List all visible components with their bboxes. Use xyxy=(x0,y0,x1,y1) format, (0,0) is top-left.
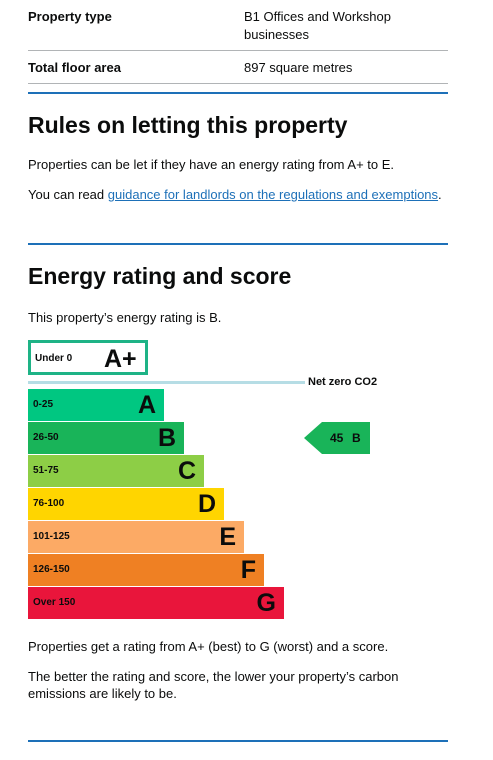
band-d: 76-100 D xyxy=(28,488,224,520)
band-letter: C xyxy=(177,457,196,485)
net-zero-label: Net zero CO2 xyxy=(308,376,378,388)
band-letter: F xyxy=(240,556,256,584)
current-rating: B xyxy=(352,431,361,445)
band-letter: D xyxy=(197,490,216,518)
band-a: 0-25 A xyxy=(28,389,164,421)
summary-row-floor-area: Total floor area 897 square metres xyxy=(28,51,448,84)
band-f: 126-150 F xyxy=(28,554,264,586)
band-range: 0-25 xyxy=(33,399,54,410)
band-a-plus: Under 0 A+ xyxy=(28,340,148,375)
band-range: 26-50 xyxy=(33,432,59,443)
net-zero-line xyxy=(28,381,305,384)
rating-note: Properties get a rating from A+ (best) t… xyxy=(28,639,389,654)
band-letter: B xyxy=(157,424,176,452)
band-b: 26-50 B xyxy=(28,422,184,454)
current-score: 45 xyxy=(330,431,344,445)
band-range: Under 0 xyxy=(35,353,73,364)
section-divider xyxy=(28,243,448,245)
band-range: Over 150 xyxy=(33,597,76,608)
section-divider xyxy=(28,740,448,742)
summary-value: 897 square metres xyxy=(244,60,353,75)
guidance-prefix: You can read xyxy=(28,187,108,202)
guidance-paragraph: You can read guidance for landlords on t… xyxy=(28,186,448,203)
current-rating-arrow: 45 B xyxy=(304,422,370,454)
section-divider xyxy=(28,92,448,94)
band-range: 101-125 xyxy=(33,531,70,542)
band-c: 51-75 C xyxy=(28,455,204,487)
band-letter: E xyxy=(219,523,236,551)
energy-rating-chart: Under 0 A+ Net zero CO2 0-25 A 26-50 B 51-75… xyxy=(28,340,388,625)
band-g: Over 150 G xyxy=(28,587,284,619)
band-letter: A xyxy=(137,391,156,419)
summary-key: Total floor area xyxy=(28,60,121,75)
band-range: 76-100 xyxy=(33,498,65,509)
summary-value: B1 Offices and Workshop businesses xyxy=(244,9,391,42)
energy-intro: This property’s energy rating is B. xyxy=(28,310,222,325)
guidance-suffix: . xyxy=(438,187,442,202)
summary-row-property-type: Property type B1 Offices and Workshop bu… xyxy=(28,0,448,51)
summary-key: Property type xyxy=(28,9,112,24)
band-letter: A+ xyxy=(104,345,137,373)
summary-list: Property type B1 Offices and Workshop bu… xyxy=(28,0,448,84)
band-range: 51-75 xyxy=(33,465,59,476)
rules-paragraph: Properties can be let if they have an en… xyxy=(28,157,395,172)
guidance-link[interactable]: guidance for landlords on the regulation… xyxy=(107,187,439,202)
rating-explanation: The better the rating and score, the low… xyxy=(28,669,399,701)
band-range: 126-150 xyxy=(33,564,70,575)
energy-heading: Energy rating and score xyxy=(28,263,292,289)
band-e: 101-125 E xyxy=(28,521,244,553)
band-letter: G xyxy=(256,589,276,617)
rules-heading: Rules on letting this property xyxy=(28,112,348,138)
